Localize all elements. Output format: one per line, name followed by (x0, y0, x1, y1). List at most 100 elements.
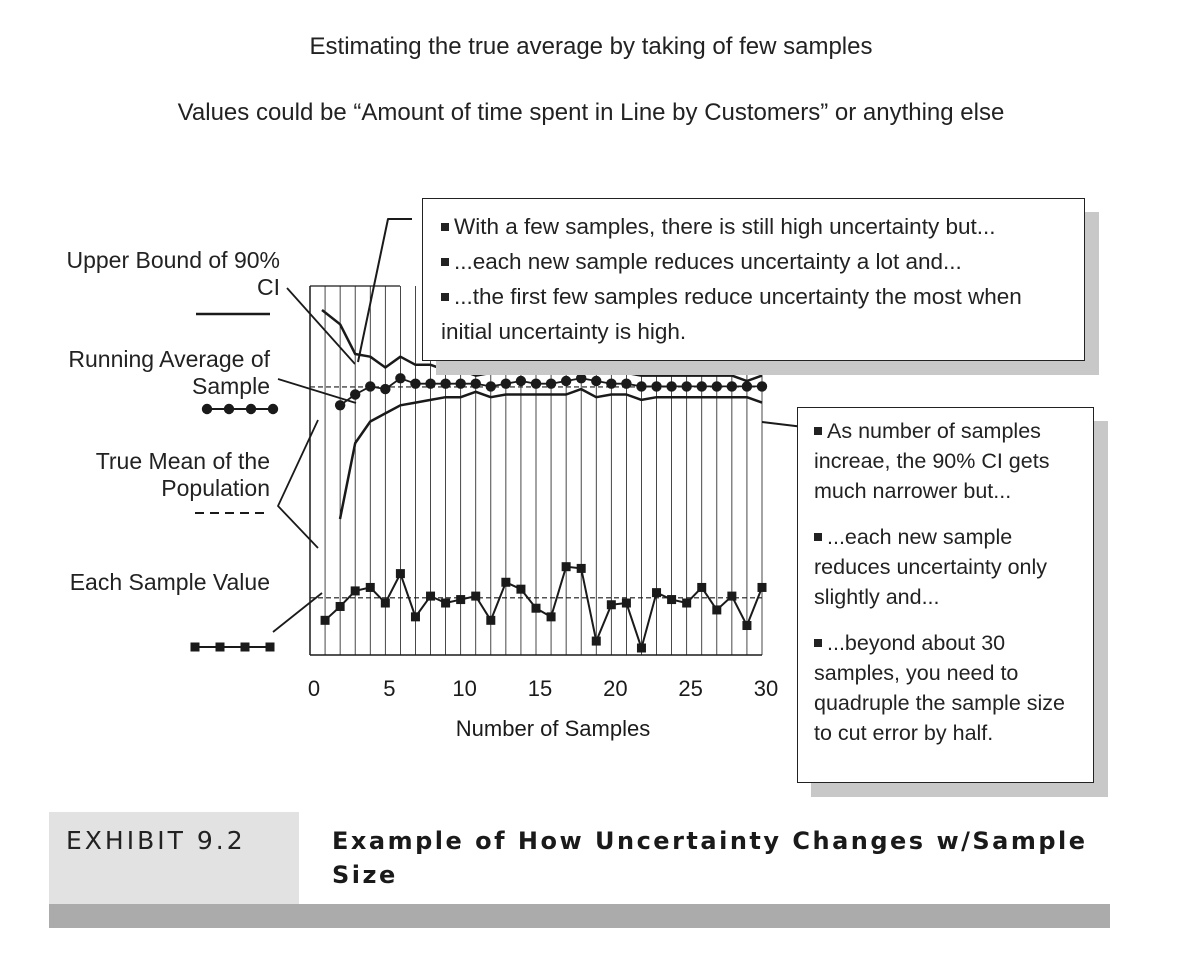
callout-point: ...each new sample reduces uncertainty a… (441, 244, 1070, 279)
sample-value-point (531, 603, 541, 613)
running-average-point (545, 378, 557, 389)
x-tick-label: 0 (308, 676, 320, 701)
bullet-icon (814, 639, 822, 647)
callout-point: With a few samples, there is still high … (441, 209, 1070, 244)
lower-bound-line (338, 387, 763, 520)
chart-subtitle: Values could be “Amount of time spent in… (177, 99, 1005, 126)
running-average-point (576, 373, 587, 384)
sample-value-point (486, 615, 496, 625)
leader-sample-value (272, 592, 323, 633)
sample-value-point (365, 582, 375, 592)
legend-label-running-average: Running Average of Sample (68, 346, 270, 399)
running-average-point (621, 378, 632, 389)
sample-value-point (456, 595, 466, 605)
sample-value-point (712, 605, 722, 615)
running-average-point (666, 381, 677, 392)
leader-true-mean (277, 419, 319, 549)
sample-value-point (350, 586, 360, 596)
sample-value-point (606, 600, 616, 610)
bullet-icon (441, 258, 449, 266)
callout-point: ...beyond about 30 samples, you need to … (814, 631, 1065, 745)
sample-value-point (697, 582, 707, 592)
sample-value-point (471, 591, 481, 601)
sample-value-point (621, 598, 631, 608)
callout-few-samples: With a few samples, there is still high … (422, 198, 1085, 361)
sample-value-point (727, 591, 737, 601)
running-average-point (591, 375, 602, 387)
running-average-point (380, 383, 391, 395)
sample-value-point (636, 643, 646, 653)
bullet-icon (441, 293, 449, 301)
legend-sample-value-square (265, 642, 275, 652)
running-average-point (334, 400, 346, 411)
legend-sample-value-square (215, 642, 225, 652)
running-average-point (711, 381, 722, 392)
sample-value-point (576, 563, 586, 573)
running-average-point (696, 381, 707, 392)
callout-many-samples: As number of samples increae, the 90% CI… (797, 407, 1094, 783)
legend-label-true-mean: True Mean of the Population (95, 448, 270, 501)
x-tick-label: 30 (754, 676, 778, 701)
sample-value-point (667, 595, 677, 605)
x-tick-label: 20 (603, 676, 627, 701)
callout-point: ...the first few samples reduce uncertai… (441, 284, 1022, 344)
callout-point: As number of samples increae, the 90% CI… (814, 419, 1050, 503)
legend-label-sample-value: Each Sample Value (69, 569, 270, 595)
chart-title: Estimating the true average by taking of… (309, 33, 873, 60)
legend-running-average-dot (245, 403, 257, 415)
legend-sample-value-square (190, 642, 200, 652)
sample-value-point (380, 598, 390, 608)
running-average-point (560, 375, 572, 387)
sample-value-point (501, 577, 511, 587)
bullet-icon (814, 427, 822, 435)
leader-callout-top (357, 218, 412, 363)
bullet-icon (814, 533, 822, 541)
x-axis-label: Number of Samples (456, 716, 650, 741)
running-average-point (425, 378, 436, 389)
callout-point: ...each new sample reduces uncertainty o… (814, 525, 1048, 609)
running-average-point (606, 378, 617, 389)
sample-value-point (757, 582, 767, 592)
sample-value-point (395, 569, 405, 579)
running-average-point (756, 381, 768, 392)
caption-bar (49, 904, 1110, 928)
sample-value-point (591, 636, 601, 646)
running-average-point (470, 378, 481, 389)
upper-bound-line (321, 309, 763, 383)
running-average-point (500, 378, 512, 389)
legend-sample-value-square (240, 642, 250, 652)
leader-running-average (277, 378, 357, 404)
running-average-point (530, 378, 542, 389)
x-tick-label: 10 (452, 676, 476, 701)
exhibit-title: Example of How Uncertainty Changes w/Sam… (332, 827, 1088, 889)
x-tick-label: 25 (678, 676, 702, 701)
bullet-icon (441, 223, 449, 231)
running-average-point (741, 381, 753, 392)
sample-value-point (335, 601, 345, 611)
running-average-point (395, 373, 406, 384)
sample-value-point (320, 615, 330, 625)
sample-value-point (682, 598, 692, 608)
sample-value-point (546, 612, 556, 622)
x-tick-label: 15 (528, 676, 552, 701)
sample-value-point (561, 562, 571, 572)
running-average-point (515, 375, 527, 387)
sample-value-point (441, 598, 451, 608)
running-average-point (440, 378, 451, 389)
legend-label-upper-bound: Upper Bound of 90% CI (66, 247, 280, 300)
running-average-point (636, 381, 647, 392)
sample-value-line (324, 565, 763, 649)
exhibit-label-band (49, 812, 299, 904)
leader-upper-bound (286, 287, 356, 365)
running-average-point (455, 378, 466, 389)
running-average-point (350, 389, 361, 400)
legend-running-average-dot (267, 403, 279, 415)
legend-running-average-dot (201, 403, 213, 415)
x-tick-label: 5 (383, 676, 395, 701)
sample-value-point (742, 621, 752, 631)
running-average-point (365, 381, 376, 392)
sample-value-point (426, 591, 436, 601)
running-average-point (726, 381, 738, 392)
legend-running-average-dot (223, 403, 235, 415)
